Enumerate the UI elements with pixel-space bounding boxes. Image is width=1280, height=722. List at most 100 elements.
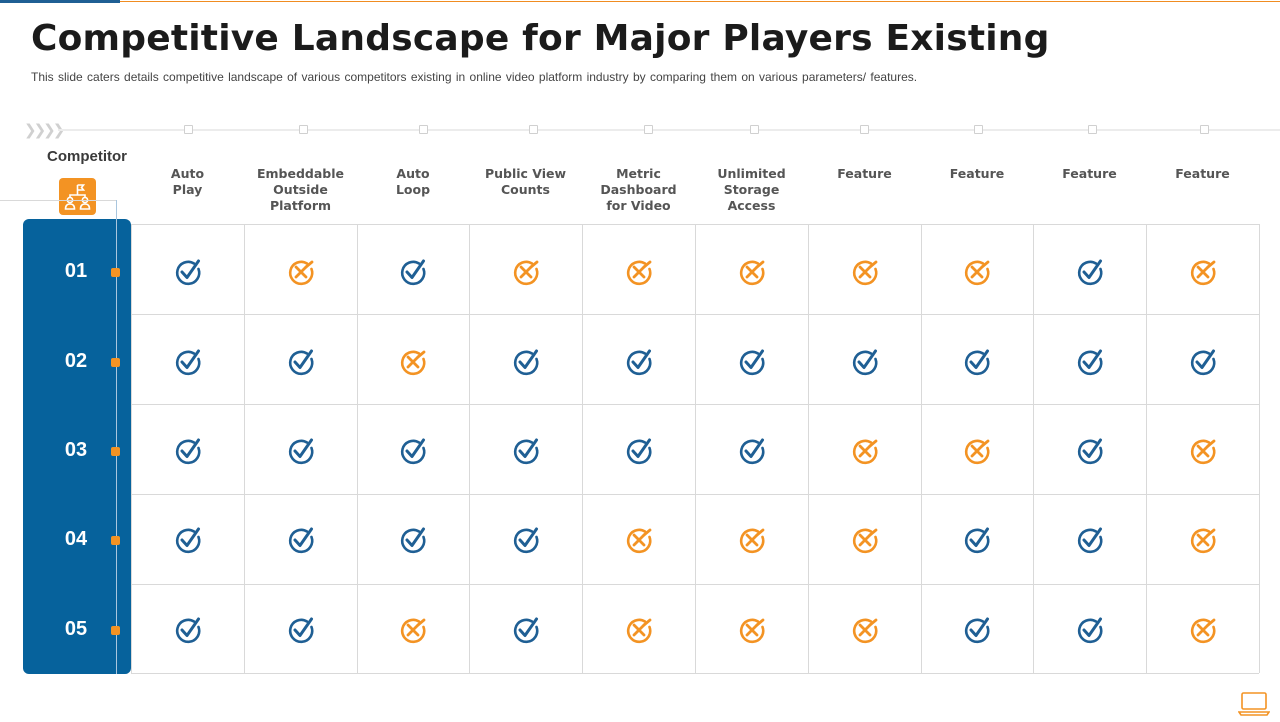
check-icon [624, 347, 654, 377]
check-icon [1188, 347, 1218, 377]
check-icon [173, 347, 203, 377]
check-icon [398, 525, 428, 555]
grid-column-line [469, 224, 470, 673]
check-icon [962, 525, 992, 555]
grid-column-line [582, 224, 583, 673]
grid-column-line [1146, 224, 1147, 673]
timeline-dot [184, 125, 193, 134]
row-label: 02 [64, 350, 88, 372]
timeline-dot [1200, 125, 1209, 134]
row-marker [111, 358, 120, 367]
timeline-dot [974, 125, 983, 134]
left-guide-line [0, 200, 116, 201]
cross-icon [962, 257, 992, 287]
check-icon [962, 347, 992, 377]
grid-column-line [921, 224, 922, 673]
column-header: Feature [1062, 166, 1117, 181]
check-icon [173, 525, 203, 555]
column-header: Auto Loop [395, 166, 431, 197]
cross-icon [398, 615, 428, 645]
timeline-dot [644, 125, 653, 134]
laptop-icon [1237, 691, 1271, 722]
cross-icon [1188, 525, 1218, 555]
cross-icon [286, 257, 316, 287]
column-header: Feature [837, 166, 892, 181]
grid-column-line [808, 224, 809, 673]
check-icon [1075, 257, 1105, 287]
column-header: Feature [949, 166, 1005, 181]
cross-icon [624, 525, 654, 555]
check-icon [737, 436, 767, 466]
check-icon [173, 436, 203, 466]
chevrons-icon: ❯❯❯❯ [24, 122, 65, 139]
row-label: 01 [64, 260, 88, 282]
grid-column-line [1259, 224, 1260, 673]
column-header: Feature [1175, 166, 1230, 181]
check-icon [850, 347, 880, 377]
grid-row-line [131, 494, 1259, 495]
grid-column-line [131, 224, 132, 673]
check-icon [173, 615, 203, 645]
cross-icon [850, 436, 880, 466]
cross-icon [737, 615, 767, 645]
people-network-icon [59, 178, 96, 215]
row-marker [111, 268, 120, 277]
column-header: Embeddable Outside Platform [256, 166, 345, 213]
row-label: 04 [64, 528, 88, 550]
check-icon [286, 436, 316, 466]
check-icon [511, 347, 541, 377]
cross-icon [1188, 436, 1218, 466]
cross-icon [1188, 615, 1218, 645]
grid-column-line [244, 224, 245, 673]
cross-icon [624, 615, 654, 645]
cross-icon [398, 347, 428, 377]
comparison-table [131, 224, 1260, 674]
check-icon [511, 525, 541, 555]
page-title: Competitive Landscape for Major Players … [31, 18, 1050, 59]
column-header: Public View Counts [484, 166, 567, 197]
column-header: Metric Dashboard for Video [600, 166, 677, 213]
check-icon [511, 436, 541, 466]
timeline-dot [860, 125, 869, 134]
timeline-dot [419, 125, 428, 134]
check-icon [737, 347, 767, 377]
check-icon [511, 615, 541, 645]
timeline-dot [529, 125, 538, 134]
sidebar-timeline [116, 200, 117, 674]
header-timeline [58, 129, 1280, 131]
grid-column-line [1033, 224, 1034, 673]
grid-column-line [695, 224, 696, 673]
grid-row-line [131, 673, 1259, 674]
check-icon [286, 615, 316, 645]
timeline-dot [750, 125, 759, 134]
grid-column-line [357, 224, 358, 673]
check-icon [962, 615, 992, 645]
check-icon [1075, 347, 1105, 377]
check-icon [398, 257, 428, 287]
grid-row-line [131, 584, 1259, 585]
cross-icon [850, 257, 880, 287]
column-header: Auto Play [170, 166, 205, 197]
competitor-sidebar [23, 219, 131, 674]
row-label: 05 [64, 618, 88, 640]
check-icon [286, 347, 316, 377]
competitor-label: Competitor [47, 148, 127, 165]
cross-icon [1188, 257, 1218, 287]
timeline-dot [1088, 125, 1097, 134]
row-marker [111, 447, 120, 456]
row-label: 03 [64, 439, 88, 461]
check-icon [1075, 436, 1105, 466]
grid-row-line [131, 224, 1259, 225]
row-marker [111, 626, 120, 635]
cross-icon [511, 257, 541, 287]
row-marker [111, 536, 120, 545]
cross-icon [624, 257, 654, 287]
grid-row-line [131, 404, 1259, 405]
cross-icon [962, 436, 992, 466]
top-accent-orange [120, 1, 1280, 2]
grid-row-line [131, 314, 1259, 315]
check-icon [624, 436, 654, 466]
cross-icon [850, 615, 880, 645]
check-icon [1075, 525, 1105, 555]
timeline-dot [299, 125, 308, 134]
